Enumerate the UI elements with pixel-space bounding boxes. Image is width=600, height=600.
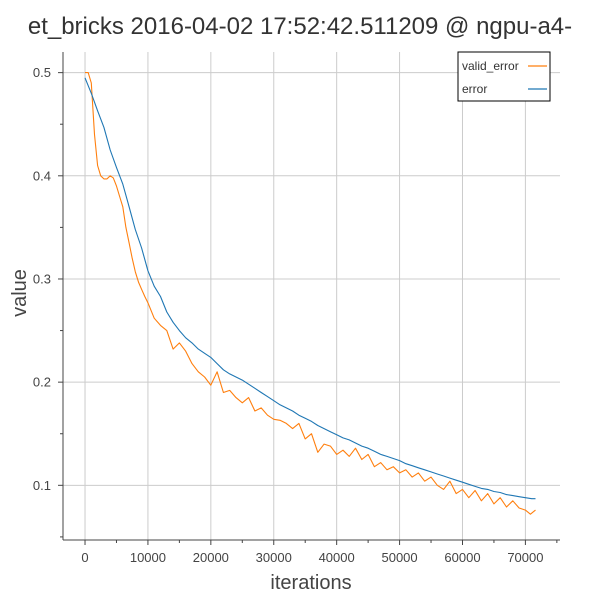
y-tick-label: 0.2 <box>33 375 51 390</box>
grid-lines <box>63 52 560 540</box>
legend-box <box>457 51 551 102</box>
x-tick-label: 70000 <box>507 550 543 565</box>
legend-label: valid_error <box>462 59 519 73</box>
x-tick-label: 10000 <box>130 550 166 565</box>
x-tick-label: 50000 <box>381 550 417 565</box>
y-tick-label: 0.1 <box>33 478 51 493</box>
series-line-valid-error <box>85 72 536 515</box>
x-tick-label: 30000 <box>256 550 292 565</box>
series-line-error <box>84 77 536 500</box>
x-tick-label: 0 <box>81 550 88 565</box>
x-axis-label: iterations <box>270 572 351 594</box>
y-axis-label: value <box>9 269 31 317</box>
x-tick-label: 60000 <box>444 550 480 565</box>
y-tick-label: 0.4 <box>33 168 51 183</box>
legend-label: error <box>462 82 487 96</box>
x-tick-label: 40000 <box>319 550 355 565</box>
chart-title: et_bricks 2016-04-02 17:52:42.511209 @ n… <box>28 13 572 40</box>
x-tick-label: 20000 <box>193 550 229 565</box>
series-layer <box>84 72 536 515</box>
y-tick-label: 0.3 <box>33 271 51 286</box>
y-tick-label: 0.5 <box>33 65 51 80</box>
axes: 0 10000 20000 30000 40000 50000 60000 70000 0.1 0… <box>33 52 560 565</box>
